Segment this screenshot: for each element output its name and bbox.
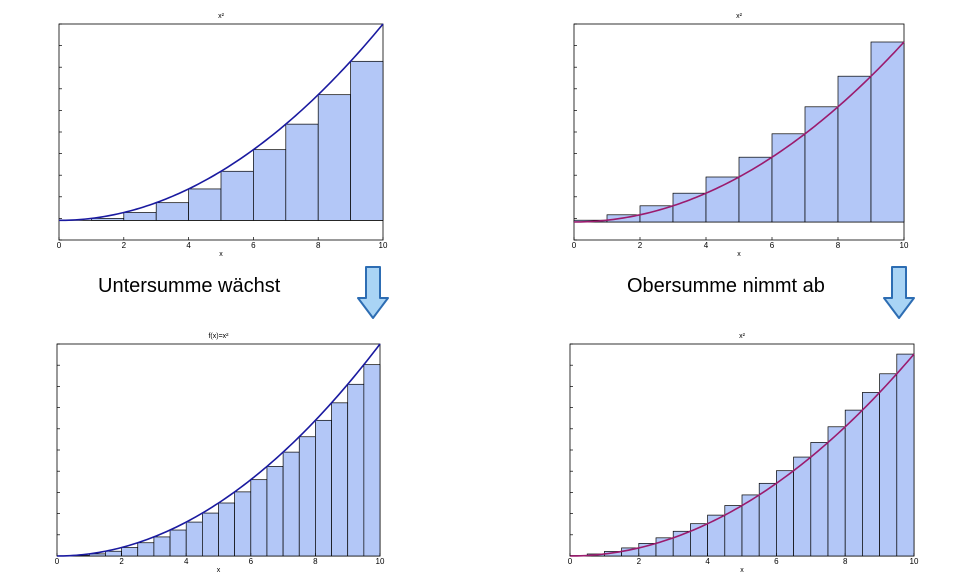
x-tick-label: 0 [55,557,60,566]
x-tick-label: 2 [122,241,127,250]
bar-19 [363,364,381,557]
bar-16 [844,409,863,557]
x-tick-label: 4 [704,241,709,250]
bar-19 [896,353,915,557]
bar-7 [285,123,319,221]
x-tick-label: 6 [251,241,256,250]
function-curve [569,353,915,557]
x-tick-label: 2 [119,557,124,566]
bar-18 [879,373,898,557]
bar-8 [317,94,351,221]
x-tick-label: 10 [910,557,919,566]
chart-title: x² [739,333,746,340]
down-arrow-left-shape [357,266,389,319]
down-arrow-right-icon [883,266,915,319]
x-tick-label: 8 [843,557,848,566]
function-curve [573,41,905,223]
bar-8 [707,514,726,557]
bar-17 [862,392,880,557]
x-tick-label: 4 [186,241,191,250]
x-tick-label: 8 [313,557,318,566]
chart-title: x² [218,13,225,20]
bar-9 [350,60,384,221]
x-tick-label: 0 [568,557,573,566]
x-tick-label: 10 [379,241,388,250]
x-tick-label: 8 [316,241,321,250]
bar-3 [672,192,707,223]
x-tick-label: 6 [774,557,779,566]
x-tick-label: 0 [57,241,62,250]
x-tick-label: 2 [637,557,642,566]
down-arrow-left-icon [357,266,389,319]
down-arrow-right-shape [883,266,915,319]
chart-title: f(x)=x² [208,333,229,340]
bar-8 [837,75,872,223]
bar-11 [758,482,777,557]
caption-left: Untersumme wächst [98,275,281,297]
x-axis-label: x [737,251,741,258]
x-tick-label: 4 [184,557,189,566]
caption-right: Obersumme nimmt ab [627,275,825,297]
bar-7 [804,106,839,223]
bar-15 [827,426,846,557]
x-axis-label: x [217,567,221,574]
bar-9 [870,41,905,223]
x-tick-label: 0 [572,241,577,250]
x-tick-label: 10 [900,241,909,250]
chart-title: x² [736,13,743,20]
bar-14 [810,442,829,557]
function-curve [56,343,381,557]
function-curve [58,23,384,222]
bar-4 [188,188,222,221]
x-tick-label: 10 [376,557,385,566]
bar-13 [793,456,812,557]
x-axis-label: x [740,567,744,574]
x-axis-label: x [219,251,223,258]
x-tick-label: 6 [249,557,254,566]
bar-6 [771,133,806,223]
x-tick-label: 6 [770,241,775,250]
x-tick-label: 8 [836,241,841,250]
bar-12 [776,470,794,557]
x-tick-label: 2 [638,241,643,250]
x-tick-label: 4 [705,557,710,566]
bar-7 [690,523,708,557]
